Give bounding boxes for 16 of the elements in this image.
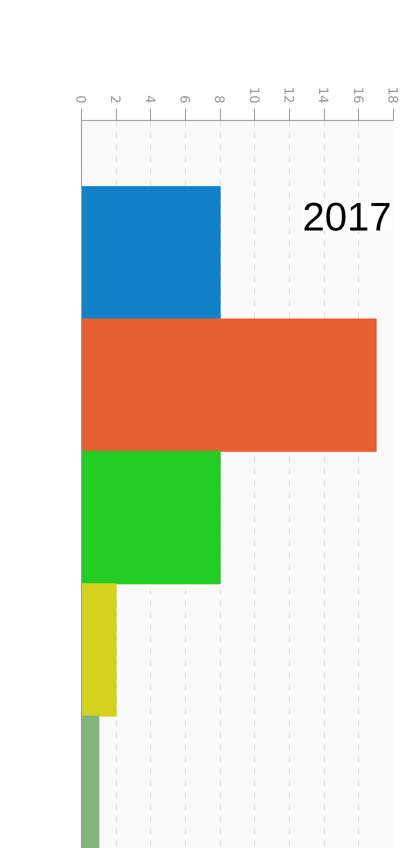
- x-tick-label: 6: [176, 95, 192, 104]
- x-tick-label: 16: [350, 86, 365, 104]
- x-tick-label: 12: [280, 86, 296, 104]
- x-tick-label: 14: [315, 86, 330, 104]
- x-tick-label: 4: [142, 95, 157, 104]
- bar: [82, 583, 117, 717]
- x-tick-label: 2: [107, 95, 122, 104]
- x-tick-label: 0: [72, 95, 88, 104]
- x-tick-label: 10: [246, 86, 261, 104]
- x-tick-label: 18: [384, 86, 400, 104]
- x-tick-label: 8: [211, 95, 226, 104]
- bar: [82, 716, 100, 848]
- bar: [82, 318, 377, 452]
- bar: [82, 450, 221, 584]
- annotation: 2017: [302, 196, 392, 240]
- bar: [82, 186, 221, 320]
